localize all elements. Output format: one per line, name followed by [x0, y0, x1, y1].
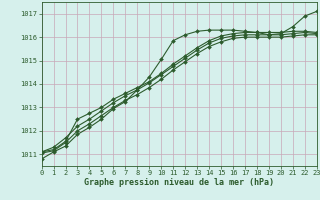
X-axis label: Graphe pression niveau de la mer (hPa): Graphe pression niveau de la mer (hPa) [84, 178, 274, 187]
